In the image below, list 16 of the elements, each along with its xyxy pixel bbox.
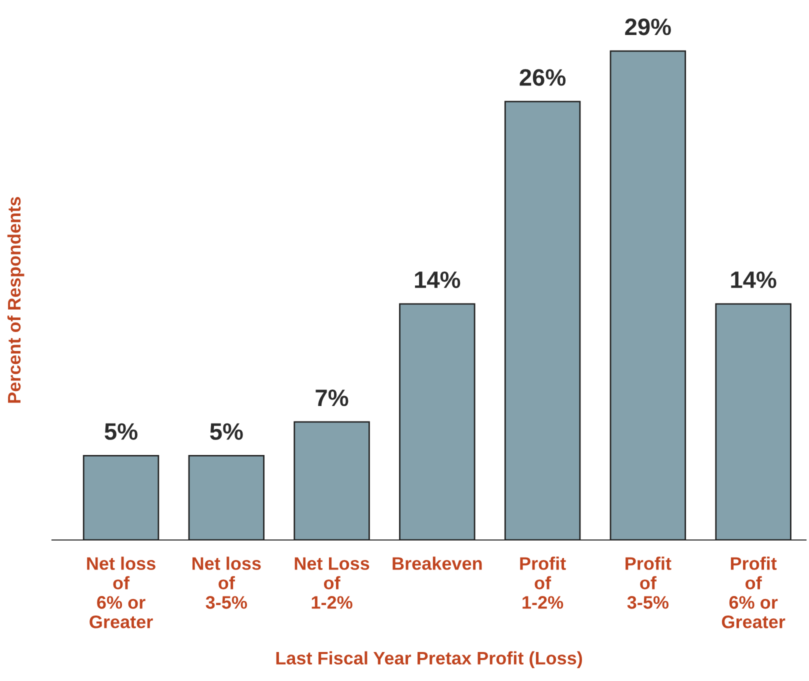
y-axis-title: Percent of Respondents	[7, 197, 24, 403]
x-tick-label: Profit of 1-2%	[520, 556, 566, 609]
data-label: 5%	[210, 423, 243, 440]
x-tick-label: Net loss of 6% or Greater	[87, 556, 156, 628]
x-tick-label: Breakeven	[392, 556, 482, 570]
data-label: 14%	[415, 271, 460, 288]
data-label: 26%	[520, 69, 566, 86]
x-axis-title: Last Fiscal Year Pretax Profit (Loss)	[276, 651, 582, 668]
data-label: 14%	[731, 271, 776, 288]
x-tick-label: Net loss of 3-5%	[192, 556, 261, 609]
x-tick-label: Profit of 3-5%	[626, 556, 672, 609]
data-label: 7%	[316, 390, 348, 406]
data-label: 29%	[625, 18, 671, 36]
x-tick-label: Profit of 6% or Greater	[722, 556, 786, 628]
x-tick-label: Net Loss of 1-2%	[294, 557, 370, 609]
data-label: 5%	[104, 423, 138, 440]
